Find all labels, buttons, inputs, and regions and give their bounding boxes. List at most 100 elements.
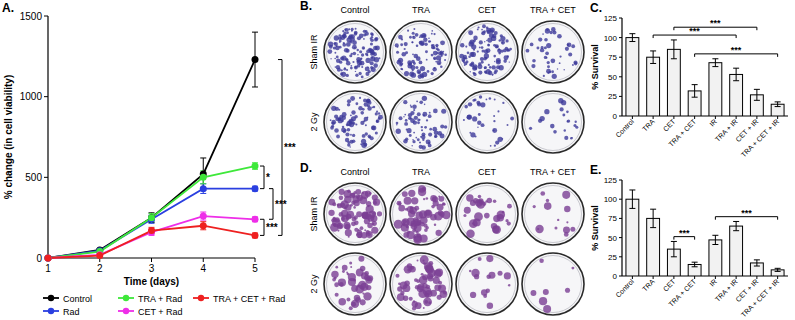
y-tick-label: 100 — [604, 34, 618, 43]
colony — [493, 120, 495, 122]
x-tick — [632, 276, 633, 279]
colony — [428, 144, 432, 148]
colony — [570, 227, 575, 232]
colony — [373, 201, 377, 205]
error-cap — [692, 262, 698, 263]
error-cap — [671, 241, 677, 242]
colony — [564, 129, 566, 131]
colony — [358, 256, 364, 262]
legend-label: Rad — [63, 307, 80, 317]
colony — [422, 112, 427, 117]
colony — [355, 123, 357, 125]
colony — [329, 199, 336, 206]
y-tick-label: 25 — [608, 92, 617, 101]
colony — [470, 292, 476, 298]
colony — [464, 105, 468, 109]
colony — [478, 71, 482, 75]
x-tick — [777, 116, 778, 119]
bar-chart: C.0255075100125% SurvivalControlTRACETTR… — [590, 1, 788, 158]
colony — [434, 135, 437, 138]
colony — [422, 72, 427, 77]
point — [148, 214, 155, 221]
point — [148, 227, 155, 234]
colony — [407, 60, 412, 65]
colony — [348, 236, 350, 238]
colony — [404, 114, 406, 116]
colony — [505, 39, 508, 42]
error-cap — [671, 58, 677, 59]
colony — [466, 194, 473, 201]
colony — [407, 206, 414, 213]
colony — [507, 124, 509, 126]
colony — [353, 278, 356, 281]
point — [252, 56, 259, 63]
y-tick-label: 125 — [604, 176, 618, 185]
colony — [412, 140, 415, 143]
colony — [365, 124, 367, 126]
colony — [404, 265, 412, 273]
colony — [346, 123, 349, 126]
colony — [467, 115, 472, 120]
colony — [437, 60, 442, 65]
error-bar — [754, 260, 760, 266]
significance-label: *** — [731, 45, 742, 55]
colony — [423, 297, 432, 306]
colony — [347, 99, 351, 103]
colony — [467, 52, 470, 55]
x-tick — [673, 116, 674, 119]
colony — [342, 112, 347, 117]
colony — [343, 68, 346, 71]
legend-marker — [198, 295, 204, 301]
colony — [507, 49, 509, 51]
point — [96, 251, 103, 258]
colony — [352, 134, 355, 137]
colony — [466, 230, 474, 238]
colony — [477, 28, 479, 30]
colony — [403, 116, 404, 117]
colony — [361, 66, 363, 68]
colony — [366, 201, 371, 206]
legend-label: CET + Rad — [138, 307, 183, 317]
y-tick-label: 25 — [608, 253, 617, 262]
colony — [439, 59, 441, 61]
colony — [431, 30, 433, 32]
series-line — [48, 226, 255, 258]
colony — [342, 265, 348, 271]
colony — [493, 115, 495, 117]
colony — [493, 44, 496, 47]
error-bar — [149, 213, 155, 223]
colony — [484, 70, 487, 73]
colony — [478, 195, 482, 199]
colony — [463, 214, 466, 217]
colony — [410, 104, 412, 106]
colony — [350, 204, 353, 207]
colony — [360, 61, 365, 66]
error-cap — [149, 213, 155, 214]
error-line — [736, 221, 737, 230]
colony — [469, 39, 474, 44]
colony — [489, 66, 492, 69]
significance-label: *** — [741, 208, 752, 218]
error-cap — [775, 106, 781, 107]
error-cap — [712, 244, 718, 245]
colony — [433, 57, 436, 60]
colony — [443, 291, 447, 295]
colony — [472, 222, 474, 224]
colony — [400, 291, 404, 295]
plate-dish — [324, 183, 386, 245]
x-tick — [756, 276, 757, 279]
colony — [469, 132, 471, 134]
colony — [412, 53, 414, 55]
colony — [434, 135, 437, 138]
colony — [327, 49, 332, 54]
colony — [439, 63, 440, 64]
colony — [473, 49, 475, 51]
colony — [337, 223, 343, 229]
colony — [350, 96, 355, 101]
plate — [324, 253, 386, 315]
colony — [351, 300, 359, 308]
error-line — [715, 235, 716, 244]
legend-label: Control — [63, 294, 92, 304]
plot-area — [626, 190, 784, 276]
point — [45, 255, 52, 262]
